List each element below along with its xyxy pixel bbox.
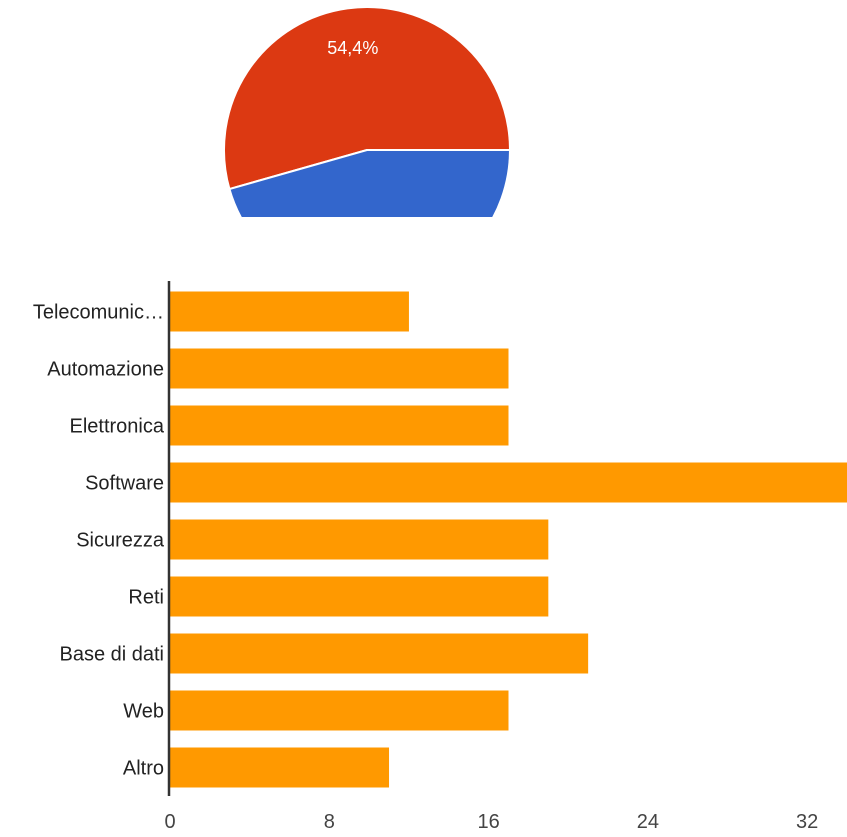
bar-6 xyxy=(170,633,589,674)
bar-4 xyxy=(170,519,549,560)
category-label-4: Sicurezza xyxy=(76,530,165,552)
pie-slice-1 xyxy=(228,149,512,217)
bar-chart: Telecomunic… Automazione Elettronica Softwa… xyxy=(33,281,847,833)
bar-3 xyxy=(170,462,847,503)
category-label-8: Altro xyxy=(123,758,164,780)
category-label-0: Telecomunic… xyxy=(33,302,164,324)
x-tick-label-3: 24 xyxy=(637,811,659,832)
bar-1 xyxy=(170,348,509,389)
category-label-3: Software xyxy=(85,473,164,495)
x-tick-label-0: 0 xyxy=(164,811,175,832)
bar-0 xyxy=(170,291,409,332)
category-label-2: Elettronica xyxy=(70,416,165,438)
category-label-5: Reti xyxy=(128,587,164,609)
bar-5 xyxy=(170,576,549,617)
bar-2 xyxy=(170,405,509,446)
x-tick-label-2: 16 xyxy=(477,811,499,832)
pie-slice-0 xyxy=(223,6,512,191)
x-tick-label-1: 8 xyxy=(324,811,335,832)
category-label-1: Automazione xyxy=(47,359,164,381)
bar-8 xyxy=(170,747,390,788)
category-label-7: Web xyxy=(123,701,164,723)
x-tick-label-4: 32 xyxy=(796,811,818,832)
pie-chart: 54,4% xyxy=(223,6,512,217)
bar-7 xyxy=(170,690,509,731)
category-label-6: Base di dati xyxy=(59,644,164,666)
pie-slice-label-0: 54,4% xyxy=(327,38,378,58)
